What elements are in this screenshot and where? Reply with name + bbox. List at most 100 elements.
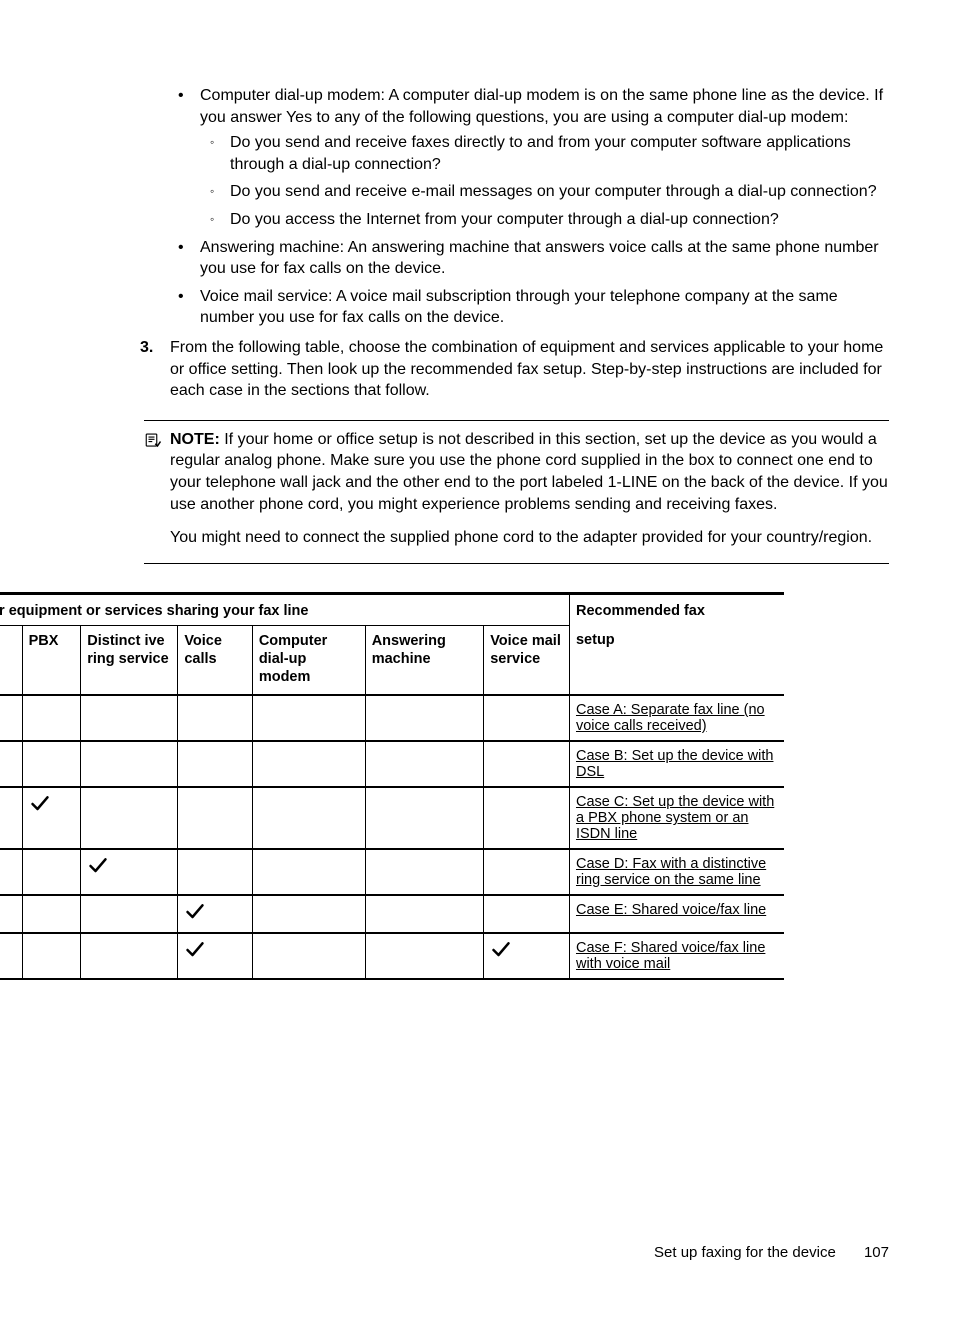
check-cell bbox=[81, 787, 178, 849]
check-cell bbox=[484, 695, 570, 741]
setup-link[interactable]: Case E: Shared voice/fax line bbox=[576, 902, 766, 918]
group-header-cell: Other equipment or services sharing your… bbox=[0, 593, 569, 625]
checkmark-icon bbox=[490, 948, 512, 964]
step-text: From the following table, choose the com… bbox=[170, 339, 883, 399]
table-row: Case A: Separate fax line (no voice call… bbox=[0, 695, 784, 741]
check-cell bbox=[81, 849, 178, 895]
checkmark-icon bbox=[184, 948, 206, 964]
setup-cell: Case D: Fax with a distinctive ring serv… bbox=[569, 849, 784, 895]
setup-link[interactable]: Case A: Separate fax line (no voice call… bbox=[576, 702, 765, 734]
table-group-header-row: Other equipment or services sharing your… bbox=[0, 593, 784, 625]
modem-intro-text: Computer dial-up modem: A computer dial-… bbox=[200, 87, 883, 126]
recommended-header-cell: Recommended fax bbox=[569, 593, 784, 625]
check-cell bbox=[178, 933, 252, 979]
check-cell bbox=[484, 741, 570, 787]
table-row: Case F: Shared voice/fax line with voice… bbox=[0, 933, 784, 979]
page-footer: Set up faxing for the device 107 bbox=[654, 1244, 889, 1261]
checkmark-icon bbox=[87, 864, 109, 880]
check-cell bbox=[484, 933, 570, 979]
note-box: NOTE: If your home or office setup is no… bbox=[144, 420, 889, 564]
check-cell bbox=[178, 695, 252, 741]
col-dsl: DSL bbox=[0, 625, 22, 695]
check-cell bbox=[81, 695, 178, 741]
setup-cell: Case A: Separate fax line (no voice call… bbox=[569, 695, 784, 741]
check-cell bbox=[22, 933, 81, 979]
step-number: 3. bbox=[140, 337, 153, 359]
setup-cell: Case F: Shared voice/fax line with voice… bbox=[569, 933, 784, 979]
setup-cell: Case C: Set up the device with a PBX pho… bbox=[569, 787, 784, 849]
check-cell bbox=[484, 787, 570, 849]
check-cell bbox=[178, 895, 252, 933]
check-cell bbox=[365, 895, 484, 933]
bullet-list-main: Computer dial-up modem: A computer dial-… bbox=[170, 85, 889, 329]
setup-link[interactable]: Case F: Shared voice/fax line with voice… bbox=[576, 940, 765, 972]
check-cell bbox=[0, 849, 22, 895]
fax-setup-table: Other equipment or services sharing your… bbox=[0, 592, 784, 980]
main-content: Computer dial-up modem: A computer dial-… bbox=[170, 85, 889, 564]
bullet-item-voicemail: Voice mail service: A voice mail subscri… bbox=[170, 286, 889, 329]
check-cell bbox=[365, 849, 484, 895]
sub-bullet-q1: Do you send and receive faxes directly t… bbox=[200, 132, 889, 175]
check-cell bbox=[252, 787, 365, 849]
check-cell bbox=[0, 695, 22, 741]
bullet-item-answering: Answering machine: An answering machine … bbox=[170, 237, 889, 280]
check-cell bbox=[0, 787, 22, 849]
note-paragraph-2: You might need to connect the supplied p… bbox=[170, 527, 889, 549]
col-distinct: Distinct ive ring service bbox=[81, 625, 178, 695]
check-cell bbox=[22, 787, 81, 849]
fax-setup-table-wrap: Other equipment or services sharing your… bbox=[0, 592, 784, 980]
check-cell bbox=[252, 741, 365, 787]
table-row: Case B: Set up the device with DSL bbox=[0, 741, 784, 787]
footer-section-title: Set up faxing for the device bbox=[654, 1244, 836, 1261]
check-cell bbox=[22, 895, 81, 933]
checkmark-icon bbox=[29, 802, 51, 818]
step-3: 3. From the following table, choose the … bbox=[140, 337, 889, 402]
setup-cell: Case E: Shared voice/fax line bbox=[569, 895, 784, 933]
check-cell bbox=[252, 695, 365, 741]
table-row: Case E: Shared voice/fax line bbox=[0, 895, 784, 933]
check-cell bbox=[484, 849, 570, 895]
note-icon bbox=[144, 429, 170, 456]
bullet-list-sub: Do you send and receive faxes directly t… bbox=[200, 132, 889, 230]
check-cell bbox=[0, 933, 22, 979]
document-page: Computer dial-up modem: A computer dial-… bbox=[0, 0, 954, 1321]
check-cell bbox=[252, 933, 365, 979]
check-cell bbox=[0, 741, 22, 787]
check-cell bbox=[178, 741, 252, 787]
check-cell bbox=[484, 895, 570, 933]
setup-cell: Case B: Set up the device with DSL bbox=[569, 741, 784, 787]
table-row: Case D: Fax with a distinctive ring serv… bbox=[0, 849, 784, 895]
check-cell bbox=[22, 849, 81, 895]
bullet-item-modem: Computer dial-up modem: A computer dial-… bbox=[170, 85, 889, 231]
check-cell bbox=[365, 787, 484, 849]
check-cell bbox=[252, 849, 365, 895]
note-text-1: If your home or office setup is not desc… bbox=[170, 431, 888, 513]
footer-page-number: 107 bbox=[864, 1244, 889, 1261]
col-voice-calls: Voice calls bbox=[178, 625, 252, 695]
check-cell bbox=[81, 741, 178, 787]
setup-link[interactable]: Case C: Set up the device with a PBX pho… bbox=[576, 794, 774, 842]
check-cell bbox=[178, 849, 252, 895]
note-paragraph-1: NOTE: If your home or office setup is no… bbox=[170, 429, 889, 515]
col-voicemail: Voice mail service bbox=[484, 625, 570, 695]
check-cell bbox=[22, 741, 81, 787]
sub-bullet-q2: Do you send and receive e-mail messages … bbox=[200, 181, 889, 203]
checkmark-icon bbox=[184, 910, 206, 926]
col-pbx: PBX bbox=[22, 625, 81, 695]
check-cell bbox=[81, 895, 178, 933]
check-cell bbox=[365, 933, 484, 979]
check-cell bbox=[365, 741, 484, 787]
check-cell bbox=[365, 695, 484, 741]
check-cell bbox=[22, 695, 81, 741]
setup-link[interactable]: Case D: Fax with a distinctive ring serv… bbox=[576, 856, 766, 888]
check-cell bbox=[178, 787, 252, 849]
note-label: NOTE: bbox=[170, 431, 220, 448]
table-column-header-row: DSL PBX Distinct ive ring service Voice … bbox=[0, 625, 784, 695]
check-cell bbox=[252, 895, 365, 933]
table-row: Case C: Set up the device with a PBX pho… bbox=[0, 787, 784, 849]
setup-link[interactable]: Case B: Set up the device with DSL bbox=[576, 748, 773, 780]
check-cell bbox=[81, 933, 178, 979]
col-modem: Computer dial-up modem bbox=[252, 625, 365, 695]
check-cell bbox=[0, 895, 22, 933]
sub-bullet-q3: Do you access the Internet from your com… bbox=[200, 209, 889, 231]
